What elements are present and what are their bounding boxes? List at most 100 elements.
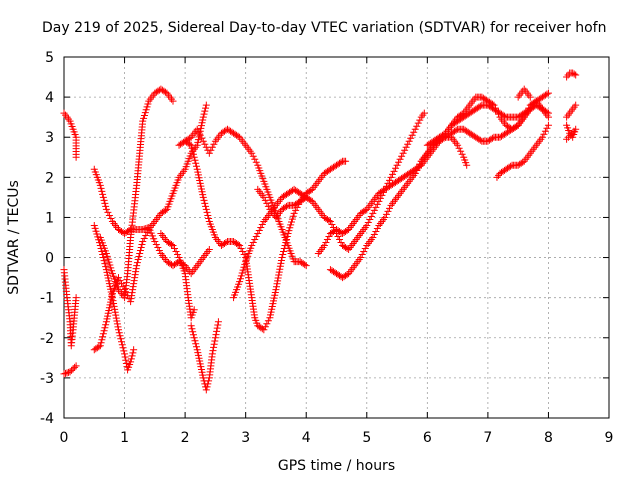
data-point: [543, 108, 551, 116]
data-point: [135, 253, 143, 261]
x-tick-label: 2: [181, 430, 190, 446]
data-point: [99, 193, 107, 201]
data-point: [376, 194, 384, 202]
data-point: [325, 216, 333, 224]
data-point: [210, 343, 218, 351]
data-point: [172, 248, 180, 256]
data-point: [142, 231, 150, 239]
data-point: [104, 255, 112, 263]
data-point: [540, 130, 548, 138]
data-point: [416, 160, 424, 168]
data-point: [199, 137, 207, 145]
data-point: [248, 149, 256, 157]
data-point: [210, 340, 218, 348]
data-point: [285, 227, 293, 235]
data-point: [326, 217, 334, 225]
data-point: [152, 241, 160, 249]
data-point: [411, 169, 419, 177]
data-point: [102, 250, 110, 258]
x-tick-label: 4: [302, 430, 311, 446]
data-point: [100, 257, 108, 265]
data-point: [188, 144, 196, 152]
data-point: [136, 247, 144, 255]
data-point: [525, 104, 533, 112]
data-point: [358, 251, 366, 259]
data-point: [282, 239, 290, 247]
series-sat-track-c: [60, 362, 80, 378]
data-point: [363, 221, 371, 229]
data-point: [522, 110, 530, 118]
data-point: [132, 265, 140, 273]
data-point: [98, 187, 106, 195]
data-point: [140, 225, 148, 233]
series-sat-track-h: [157, 229, 198, 322]
y-tick-label: 5: [45, 50, 54, 66]
data-point: [366, 215, 374, 223]
data-point: [111, 305, 119, 313]
data-point: [405, 137, 413, 145]
data-point: [167, 241, 175, 249]
data-point: [237, 272, 245, 280]
data-point: [277, 259, 285, 267]
data-point: [251, 155, 259, 163]
data-point: [334, 232, 342, 240]
data-point: [200, 110, 208, 118]
data-point: [122, 356, 130, 364]
data-point: [129, 349, 137, 357]
data-point: [144, 100, 152, 108]
data-point: [199, 374, 207, 382]
data-point: [101, 260, 109, 268]
data-point: [274, 274, 282, 282]
data-point: [189, 150, 197, 158]
data-point: [538, 133, 546, 141]
data-point: [187, 141, 195, 149]
data-point: [454, 141, 462, 149]
data-point: [207, 146, 215, 154]
data-point: [236, 275, 244, 283]
data-point: [214, 321, 222, 329]
data-point: [440, 130, 448, 138]
data-point: [572, 101, 580, 109]
data-point: [252, 232, 260, 240]
tick-layer: 0 1 2 3 4 5 6 7 8 9 -4 -3 -2 -1 0 1 2 3 4 5: [40, 50, 613, 446]
series-sat-track-g: [96, 85, 177, 302]
data-point: [322, 239, 330, 247]
data-point: [189, 147, 197, 155]
data-point: [240, 251, 248, 259]
data-point: [336, 236, 344, 244]
x-axis-label: GPS time / hours: [278, 458, 395, 474]
series-layer: [60, 69, 580, 394]
data-point: [92, 227, 100, 235]
data-point: [191, 337, 199, 345]
data-point: [201, 199, 209, 207]
data-point: [280, 245, 288, 253]
data-point: [202, 386, 210, 394]
data-point: [90, 221, 98, 229]
data-point: [416, 116, 424, 124]
data-point: [107, 214, 115, 222]
data-point: [121, 350, 129, 358]
data-point: [263, 199, 271, 207]
data-point: [127, 298, 135, 306]
data-point: [572, 71, 580, 79]
data-point: [323, 236, 331, 244]
data-point: [385, 176, 393, 184]
data-point: [192, 343, 200, 351]
series-sat-track-q: [423, 93, 552, 149]
data-point: [364, 218, 372, 226]
data-point: [205, 246, 213, 254]
data-point: [111, 308, 119, 316]
data-point: [501, 112, 509, 120]
data-point: [283, 232, 291, 240]
series-sat-track-u: [563, 101, 580, 121]
data-point: [342, 157, 350, 165]
data-point: [212, 331, 220, 339]
data-point: [130, 277, 138, 285]
data-point: [193, 125, 201, 133]
data-point: [357, 254, 365, 262]
data-point: [257, 223, 265, 231]
data-point: [343, 226, 351, 234]
data-point: [463, 161, 471, 169]
data-point: [283, 202, 291, 210]
data-point: [72, 294, 80, 302]
